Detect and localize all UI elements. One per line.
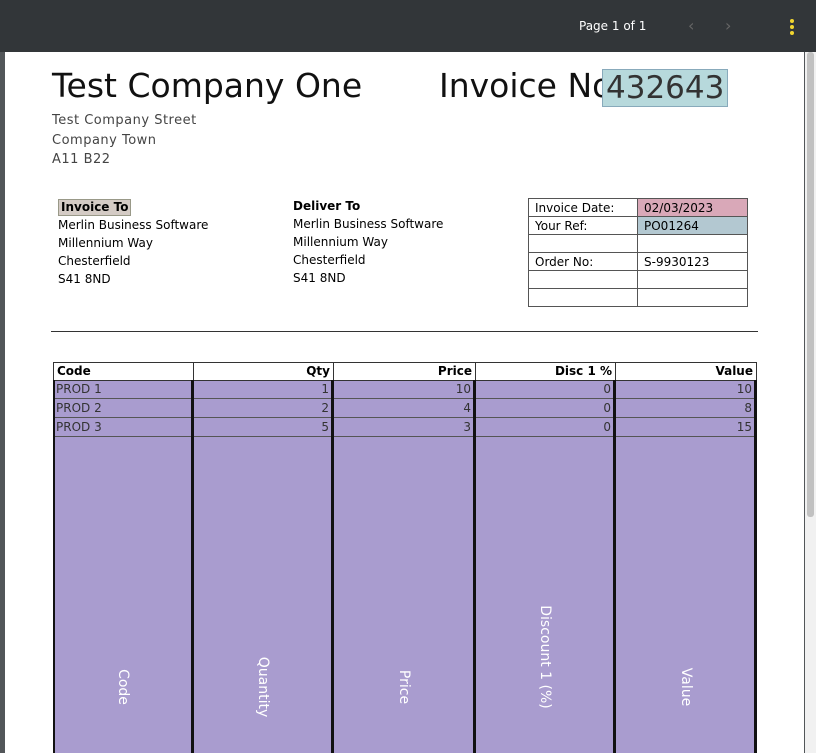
column	[53, 380, 193, 753]
cell: 0	[475, 419, 614, 437]
scrollbar[interactable]	[805, 52, 816, 753]
column	[475, 380, 615, 753]
address: Test Company Street Company Town A11 B22	[52, 111, 197, 170]
info-table: Invoice Date: 02/03/2023 Your Ref: PO01264…	[528, 198, 748, 307]
cell: 2	[193, 400, 332, 418]
address-line: Company Town	[52, 132, 157, 148]
cell: PROD 2	[53, 400, 192, 418]
column-caption: Quantity	[255, 656, 271, 718]
address-line: Millennium Way	[293, 235, 388, 249]
column	[333, 380, 475, 753]
address-line: Millennium Way	[58, 236, 153, 250]
column	[615, 380, 756, 753]
address-line: Merlin Business Software	[58, 218, 209, 232]
column-caption: Discount 1 (%)	[537, 605, 553, 709]
toolbar: Page 1 of 1 ‹ ›	[0, 0, 816, 52]
cell: PROD 3	[53, 419, 192, 437]
invoice-number: 432643	[602, 69, 729, 107]
cell: 10	[333, 381, 474, 399]
cell: 0	[475, 381, 614, 399]
cell: 15	[615, 419, 755, 437]
header-cell: Code	[53, 362, 194, 381]
info-value: PO01264	[637, 216, 748, 235]
invoice-to: Invoice To Merlin Business Software Mill…	[58, 198, 208, 288]
cell: 4	[333, 400, 474, 418]
prev-page[interactable]: ‹	[688, 16, 695, 35]
column	[193, 380, 333, 753]
address-line: Test Company Street	[52, 113, 197, 128]
header-cell: Price	[333, 362, 476, 381]
column-rule	[191, 380, 194, 753]
company-name: Test Company One	[52, 66, 363, 105]
address-line: S41 8ND	[58, 272, 111, 286]
column-rule	[754, 380, 757, 753]
divider	[51, 331, 758, 332]
info-value: 02/03/2023	[637, 198, 748, 217]
column-rule	[473, 380, 476, 753]
column-rule	[53, 380, 55, 753]
address-line: Merlin Business Software	[293, 217, 444, 231]
cell: 10	[615, 381, 755, 399]
header-cell: Qty	[193, 362, 334, 381]
cell: 0	[475, 400, 614, 418]
cell: 8	[615, 400, 755, 418]
deliver-to-label: Deliver To	[293, 199, 361, 213]
cell: 3	[333, 419, 474, 437]
invoice-to-label: Invoice To	[58, 199, 132, 216]
items-table: Code PROD 1 PROD 2 PROD 3 Code Qty 1 2 5 Quantity…	[53, 362, 757, 753]
header-cell: Value	[615, 362, 757, 381]
column-rule	[331, 380, 334, 753]
column-caption: Price	[396, 669, 412, 705]
page-indicator: Page 1 of 1	[579, 19, 647, 33]
info-label: Order No:	[528, 252, 638, 271]
column-caption: Code	[115, 669, 131, 705]
deliver-to: Deliver To Merlin Business Software Mill…	[293, 198, 443, 287]
info-label: Your Ref:	[528, 216, 638, 235]
address-line: A11 B22	[52, 152, 111, 167]
column-rule	[613, 380, 616, 753]
invoice-label: Invoice No.	[439, 66, 623, 105]
address-line: Chesterfield	[58, 254, 131, 268]
column-caption: Value	[677, 667, 694, 707]
header-cell: Disc 1 %	[475, 362, 616, 381]
cell: PROD 1	[53, 381, 192, 399]
cell: 1	[193, 381, 332, 399]
address-line: Chesterfield	[293, 253, 366, 267]
address-line: S41 8ND	[293, 271, 346, 285]
info-label: Invoice Date:	[528, 198, 638, 217]
next-page[interactable]: ›	[725, 16, 732, 35]
page: Test Company One Test Company Street Com…	[5, 52, 804, 753]
info-value: S-9930123	[637, 252, 748, 271]
menu[interactable]	[788, 18, 796, 38]
cell: 5	[193, 419, 332, 437]
